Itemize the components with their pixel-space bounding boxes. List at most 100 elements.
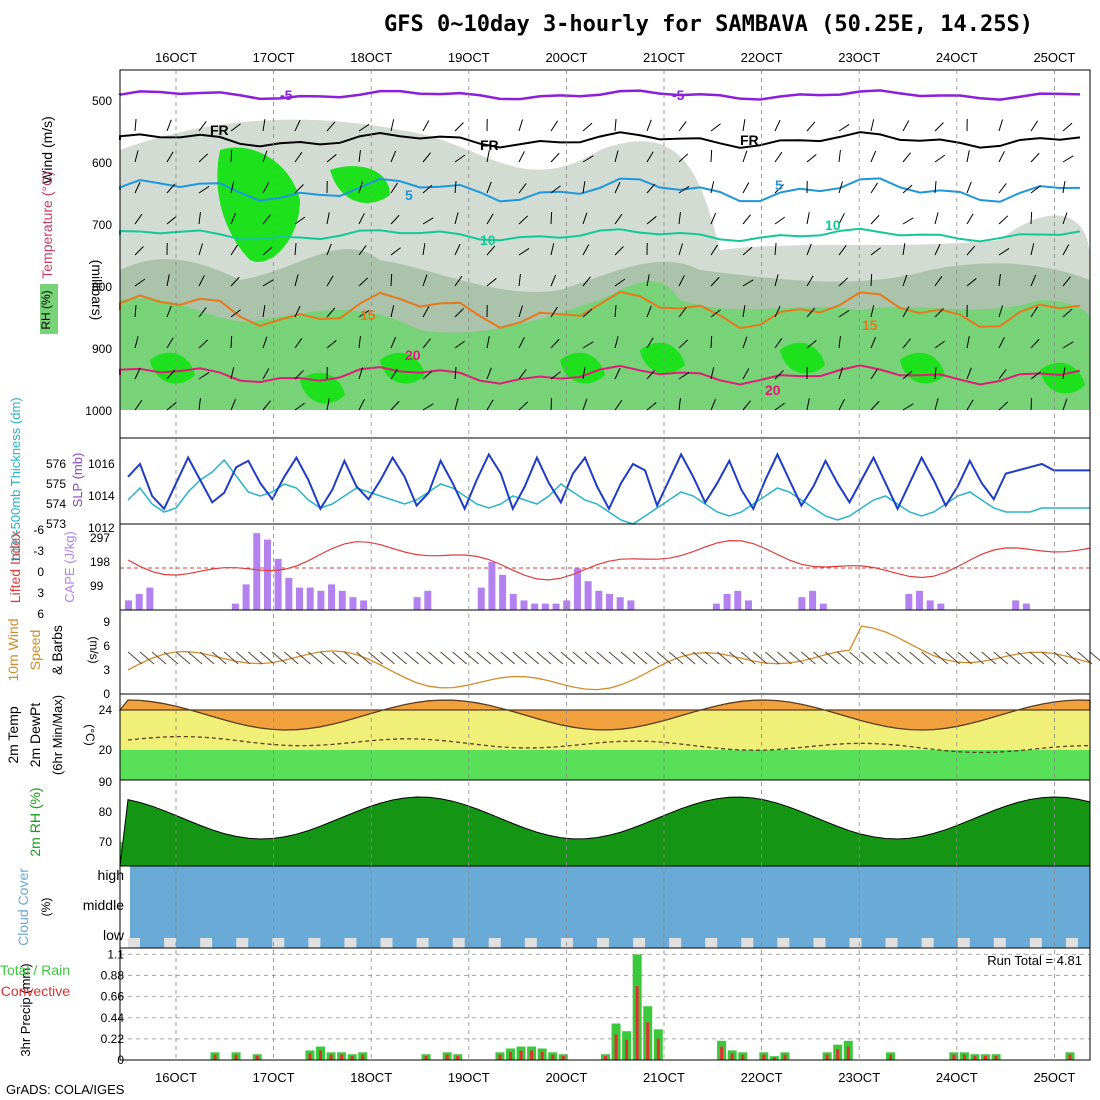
precip-conv-bar xyxy=(561,1055,565,1060)
wind-barb xyxy=(358,310,370,318)
slp-series xyxy=(127,452,1090,512)
cape-bar xyxy=(338,590,346,610)
wind-barb xyxy=(969,651,985,665)
cape-bar xyxy=(242,584,250,610)
precip-conv-bar xyxy=(234,1054,238,1060)
wind-barb xyxy=(742,182,750,194)
wind-barb xyxy=(870,305,875,318)
cloud-low-gap xyxy=(1029,938,1042,948)
wind-barb xyxy=(134,181,141,194)
x-tick-bottom-label: 25OCT xyxy=(1033,1070,1075,1085)
cloud-low-gap xyxy=(452,938,465,948)
precip-conv-bar xyxy=(646,1022,650,1060)
wind-barb xyxy=(710,398,717,411)
wind-barb xyxy=(870,182,878,194)
wind-barb xyxy=(550,371,561,380)
wind-barb xyxy=(678,398,681,411)
temp-unit: (°C) xyxy=(83,724,97,745)
wind-barb xyxy=(422,120,430,132)
wind-barb xyxy=(582,122,593,132)
cloud-low-gap xyxy=(633,938,646,948)
thickness-series xyxy=(127,458,1090,525)
rh-shade-bright xyxy=(560,352,605,384)
wind-barb xyxy=(774,243,777,256)
wind-barb xyxy=(646,305,652,318)
wind-barb xyxy=(596,651,612,665)
rh-shade-bright xyxy=(217,147,300,262)
precip-conv-bar xyxy=(984,1055,987,1060)
cloud-low-gap xyxy=(813,938,826,948)
temp-contour-minus5 xyxy=(118,89,1081,101)
wind-barb xyxy=(454,398,459,411)
wind-barb xyxy=(710,367,715,380)
chart-title: GFS 0~10day 3-hourly for SAMBAVA (50.25E… xyxy=(384,12,1034,37)
wind-barb xyxy=(230,398,237,411)
wind-barb xyxy=(326,340,337,349)
wind-barb xyxy=(486,367,492,380)
wind-barb xyxy=(742,279,754,287)
wind-barb xyxy=(536,651,552,665)
y-tick-label: 900 xyxy=(92,342,112,356)
cloud-low-gap xyxy=(1065,938,1078,948)
wind-barb xyxy=(945,651,961,665)
x-tick-top-label: 24OCT xyxy=(936,50,978,65)
wind-barb xyxy=(550,243,555,256)
wind-barb xyxy=(614,246,624,256)
y-tick-label-left: 0 xyxy=(37,565,44,579)
wind-barb xyxy=(774,274,779,287)
wind-barb xyxy=(294,151,303,163)
wind-barb xyxy=(166,183,176,194)
wind-barb xyxy=(358,336,361,349)
precip-conv-bar xyxy=(741,1054,745,1060)
freezing-level-contour xyxy=(119,131,1081,149)
wind-barb xyxy=(902,152,911,163)
wind-barb xyxy=(262,400,271,411)
wind-ylabel: 10m Wind xyxy=(5,618,21,681)
wind-barb xyxy=(742,305,746,318)
wind-barb xyxy=(358,399,365,411)
cape-bar xyxy=(285,578,293,610)
wind-barb xyxy=(1030,338,1040,349)
wind-barb xyxy=(512,651,528,665)
slp-ylabel: SLP (mb) xyxy=(70,453,85,508)
wind-barb xyxy=(262,182,270,194)
wind-barb xyxy=(247,651,263,665)
wind-barb xyxy=(390,214,400,225)
wind-barb xyxy=(416,651,431,665)
wind-barb xyxy=(806,275,814,287)
temp-ylabel: 2m Temp xyxy=(5,706,21,764)
precip-conv-bar xyxy=(604,1055,607,1060)
wind-barb xyxy=(966,213,974,225)
x-tick-bottom-label: 22OCT xyxy=(741,1070,783,1085)
wind-barb xyxy=(390,247,401,256)
wind-barb xyxy=(728,651,744,665)
wind-barb xyxy=(550,152,560,163)
wind-barb xyxy=(861,651,876,665)
y-tick-label: 0.44 xyxy=(101,1011,125,1025)
wind-barb xyxy=(644,651,660,665)
wind-barb xyxy=(934,181,937,194)
wind-barb xyxy=(358,367,363,380)
wind-barb xyxy=(294,337,303,349)
temp-series xyxy=(118,699,1091,731)
contour-label: FR xyxy=(740,132,759,148)
wind-barb xyxy=(1089,651,1100,662)
wind-barb xyxy=(1017,651,1033,665)
wind-barb xyxy=(934,275,943,287)
wind-barb xyxy=(966,367,972,380)
wind-barb xyxy=(1041,651,1057,665)
y-tick-label: 9 xyxy=(103,615,110,629)
wind-barb xyxy=(998,305,1003,318)
y-tick-label: 0.22 xyxy=(101,1032,125,1046)
wind-barb xyxy=(1062,181,1066,194)
y-tick-label: 0 xyxy=(103,687,110,701)
wind-barb xyxy=(518,369,527,380)
cape-ylabel: CAPE (J/kg) xyxy=(62,531,77,603)
rh-shade-bright xyxy=(640,342,685,374)
x-tick-bottom-label: 24OCT xyxy=(936,1070,978,1085)
wind-barb xyxy=(678,121,687,132)
wind-barb xyxy=(1030,306,1038,318)
wind-barb xyxy=(838,245,847,256)
cape-bar xyxy=(541,603,549,610)
cape-bar xyxy=(915,590,923,610)
